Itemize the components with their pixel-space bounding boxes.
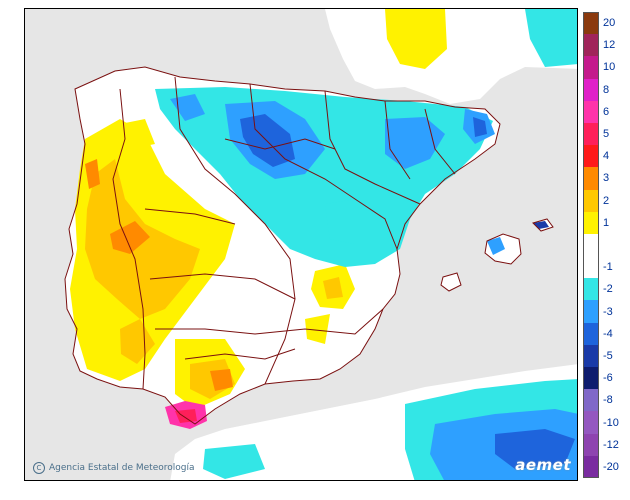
anomaly-map (25, 9, 577, 480)
warm-anomaly-west (70, 9, 447, 409)
legend-swatch (583, 300, 599, 323)
legend-swatch (583, 167, 599, 190)
legend-swatch (583, 189, 599, 212)
legend-label: -12 (603, 438, 619, 451)
legend-label: 3 (603, 172, 610, 185)
legend-label: 5 (603, 128, 610, 141)
legend-label: 4 (603, 150, 610, 163)
region-borders (64, 66, 554, 425)
legend-swatch (583, 78, 599, 101)
legend-label: 1 (603, 216, 610, 229)
legend-swatch (583, 389, 599, 412)
legend-swatch (583, 233, 599, 257)
legend-label: -1 (603, 261, 613, 274)
credit-text: Agencia Estatal de Meteorología (49, 463, 195, 473)
legend-swatch (583, 411, 599, 434)
legend-swatch (583, 322, 599, 345)
legend-label: -3 (603, 305, 613, 318)
legend-label: 12 (603, 39, 616, 52)
legend-label: -2 (603, 283, 613, 296)
legend-label: 20 (603, 17, 616, 30)
legend-swatch (583, 344, 599, 368)
legend-swatch (583, 433, 599, 456)
legend-swatch (583, 211, 599, 234)
legend-swatch (583, 12, 599, 35)
legend-label: -8 (603, 394, 613, 407)
legend-swatch (583, 34, 599, 57)
legend-label: -5 (603, 349, 613, 362)
legend-label: -10 (603, 416, 619, 429)
map-frame: C Agencia Estatal de Meteorología aemet (24, 8, 578, 481)
copyright-icon: C (33, 462, 45, 474)
legend-swatch (583, 256, 599, 279)
legend-swatch (583, 122, 599, 146)
legend-swatch (583, 278, 599, 301)
color-legend: 20 12 10 8 6 5 4 3 2 1 -1 -2 -3 -4 -5 -6 -8 -10 -12 -20 (583, 8, 627, 481)
legend-swatch (583, 367, 599, 390)
aemet-logo: aemet (515, 456, 571, 474)
legend-label: -4 (603, 327, 613, 340)
cold-anomaly-south (203, 379, 577, 480)
ibiza (441, 273, 461, 291)
legend-swatch (583, 455, 599, 478)
legend-label: 6 (603, 105, 610, 118)
legend-label: 8 (603, 83, 610, 96)
legend-swatch (583, 145, 599, 168)
legend-swatch (583, 100, 599, 123)
legend-label: -6 (603, 372, 613, 385)
legend-label: -20 (603, 460, 619, 473)
hot-spot-strait (165, 401, 207, 429)
legend-label: 10 (603, 61, 616, 74)
footer-credit: C Agencia Estatal de Meteorología (33, 462, 195, 474)
legend-swatch (583, 56, 599, 79)
legend-label: 2 (603, 194, 610, 207)
